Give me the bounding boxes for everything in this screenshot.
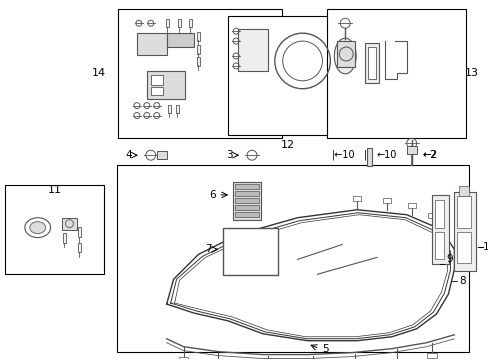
Bar <box>223 228 277 275</box>
Text: 14: 14 <box>92 68 106 78</box>
Bar <box>63 233 66 243</box>
Bar <box>78 243 81 252</box>
Text: ←2: ←2 <box>422 150 437 160</box>
Bar <box>235 198 259 203</box>
Text: 3: 3 <box>226 150 233 160</box>
Text: 5: 5 <box>322 344 328 354</box>
Bar <box>165 19 168 27</box>
Text: 7: 7 <box>204 244 211 255</box>
Bar <box>406 146 416 154</box>
Bar <box>177 19 180 27</box>
Bar <box>166 33 194 47</box>
Bar <box>175 105 178 113</box>
Text: 13: 13 <box>464 68 478 78</box>
Bar <box>228 16 356 135</box>
Text: |: | <box>363 150 366 161</box>
Bar <box>407 203 415 208</box>
Bar <box>117 165 468 352</box>
Bar <box>366 148 371 166</box>
Bar <box>238 29 267 71</box>
Bar <box>327 9 466 138</box>
Bar <box>235 205 259 210</box>
Bar <box>235 212 259 217</box>
Bar <box>458 186 468 196</box>
Bar <box>61 218 77 230</box>
Bar <box>427 213 435 218</box>
Bar <box>235 184 259 189</box>
Bar <box>197 57 200 66</box>
Text: 4: 4 <box>125 150 132 160</box>
Text: 12: 12 <box>280 140 294 150</box>
Bar <box>178 357 188 360</box>
Bar <box>431 195 448 264</box>
Text: 9: 9 <box>446 255 452 264</box>
Bar <box>197 45 200 54</box>
Bar <box>167 105 170 113</box>
Bar <box>78 227 81 237</box>
Bar <box>150 87 163 95</box>
Bar <box>434 200 444 228</box>
Bar <box>118 9 281 138</box>
Ellipse shape <box>30 222 45 234</box>
Text: 11: 11 <box>47 185 61 195</box>
Bar <box>434 231 444 259</box>
Text: 6: 6 <box>209 190 216 200</box>
Text: 1: 1 <box>482 243 488 252</box>
Bar <box>189 19 192 27</box>
Bar <box>233 182 261 220</box>
Bar <box>391 359 401 360</box>
Bar <box>5 185 104 274</box>
Bar <box>157 151 166 159</box>
Text: 8: 8 <box>458 276 465 286</box>
Text: |←10: |←10 <box>331 150 354 161</box>
Bar <box>352 196 360 201</box>
Bar <box>382 198 390 203</box>
Bar <box>337 41 354 67</box>
Bar <box>197 32 200 41</box>
Bar <box>146 71 184 99</box>
Bar <box>426 353 436 357</box>
Bar <box>367 47 375 79</box>
Text: ←2: ←2 <box>422 150 436 160</box>
Ellipse shape <box>25 218 50 238</box>
Bar <box>456 231 470 263</box>
Bar <box>235 191 259 196</box>
Ellipse shape <box>334 38 355 74</box>
Bar <box>456 196 470 228</box>
Bar <box>137 33 166 55</box>
Bar <box>150 75 163 85</box>
Bar <box>365 43 378 83</box>
Bar <box>453 192 475 271</box>
Text: ←10: ←10 <box>376 150 397 160</box>
